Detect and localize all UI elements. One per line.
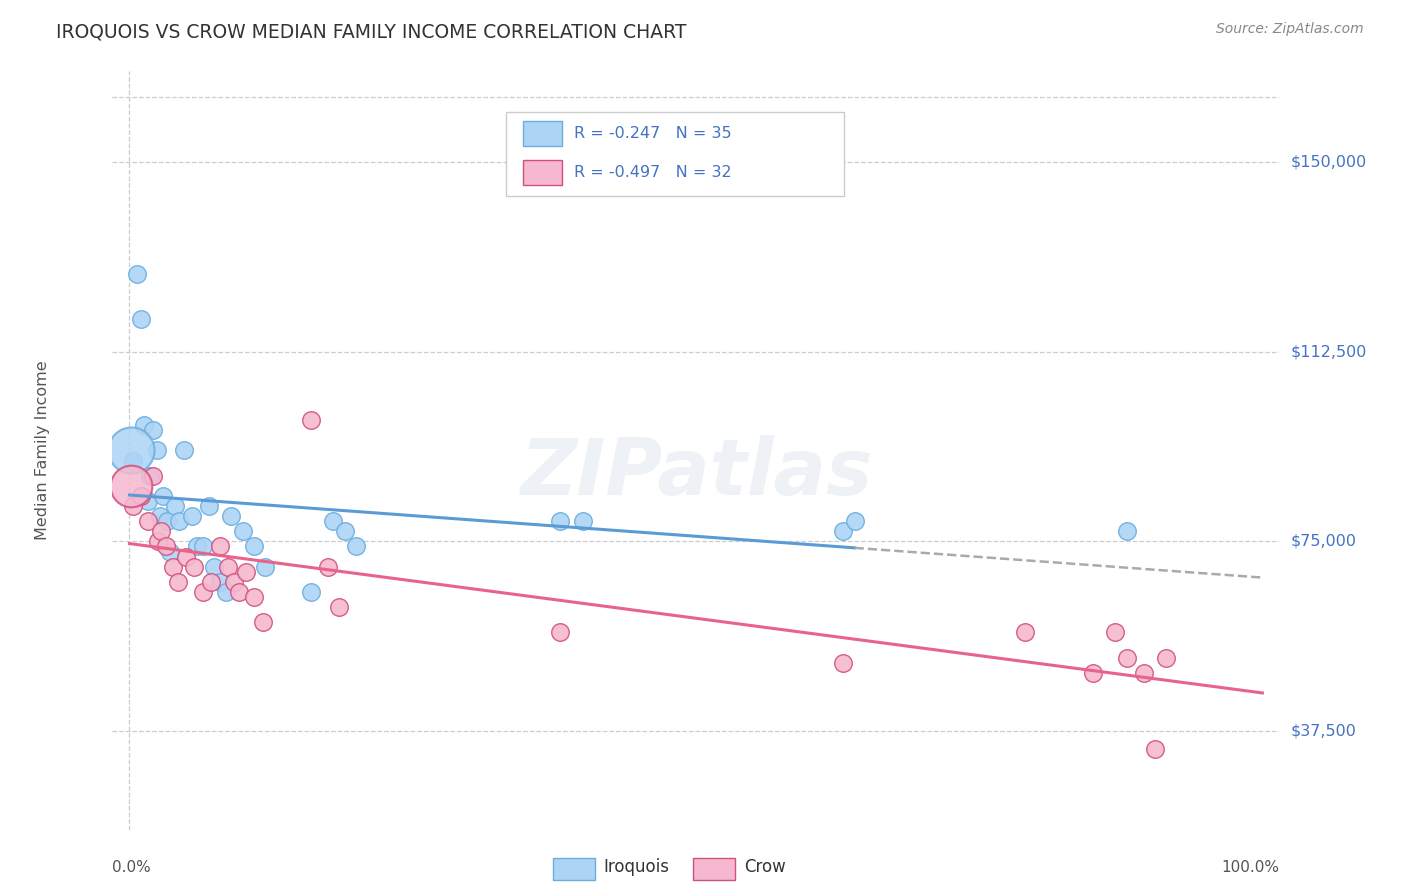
Point [129,489,152,503]
Point [174,549,197,564]
Point [217,559,239,574]
Point [173,443,195,458]
Point [316,559,339,574]
Point [152,489,174,503]
Point [235,565,257,579]
Point [299,413,322,427]
Point [129,312,152,326]
Point [186,540,208,554]
Text: 0.0%: 0.0% [112,860,152,875]
Point [191,585,214,599]
Point [322,514,344,528]
Text: IROQUOIS VS CROW MEDIAN FAMILY INCOME CORRELATION CHART: IROQUOIS VS CROW MEDIAN FAMILY INCOME CO… [56,22,686,41]
Point [136,514,159,528]
Text: Crow: Crow [744,858,786,876]
Point [150,524,173,539]
Text: $150,000: $150,000 [1291,155,1367,169]
Point [571,514,593,528]
Point [344,540,367,554]
Point [548,625,571,640]
Point [832,656,855,670]
Point [200,574,222,589]
Point [156,514,179,528]
Point [221,509,243,524]
Point [163,499,186,513]
Point [142,423,165,437]
Point [1081,665,1104,680]
Point [169,514,191,528]
Point [222,574,245,589]
Point [155,540,177,554]
Point [162,559,184,574]
Text: $75,000: $75,000 [1291,534,1357,549]
Point [1115,524,1137,539]
Point [127,267,149,281]
Text: Source: ZipAtlas.com: Source: ZipAtlas.com [1216,22,1364,37]
Point [197,499,219,513]
Point [120,443,142,458]
Point [328,600,350,615]
Text: Iroquois: Iroquois [603,858,669,876]
Point [254,559,277,574]
Point [228,585,250,599]
Text: Median Family Income: Median Family Income [35,360,51,541]
Text: R = -0.247   N = 35: R = -0.247 N = 35 [574,127,731,141]
Point [1014,625,1036,640]
Point [243,590,266,604]
Point [209,540,232,554]
Text: ZIPatlas: ZIPatlas [520,435,872,511]
Point [243,540,266,554]
Point [844,514,866,528]
Point [548,514,571,528]
Point [183,559,205,574]
Point [167,574,190,589]
Point [204,559,226,574]
Point [149,509,172,524]
Point [122,453,145,467]
Point [159,544,181,558]
Text: $37,500: $37,500 [1291,723,1357,739]
Point [136,494,159,508]
Point [139,468,162,483]
Point [191,540,214,554]
Point [232,524,254,539]
Point [299,585,322,599]
Point [215,585,238,599]
Point [832,524,855,539]
Point [146,534,169,549]
Text: $112,500: $112,500 [1291,344,1367,359]
Point [252,615,274,630]
Point [209,574,232,589]
Point [333,524,356,539]
Point [122,499,145,513]
Point [1132,665,1154,680]
Point [1115,650,1137,665]
Text: 100.0%: 100.0% [1222,860,1279,875]
Point [1143,741,1166,756]
Point [145,443,167,458]
Point [1154,650,1177,665]
Point [180,509,202,524]
Text: R = -0.497   N = 32: R = -0.497 N = 32 [574,165,731,179]
Point [134,418,156,433]
Point [120,479,142,493]
Point [142,468,165,483]
Point [1104,625,1126,640]
